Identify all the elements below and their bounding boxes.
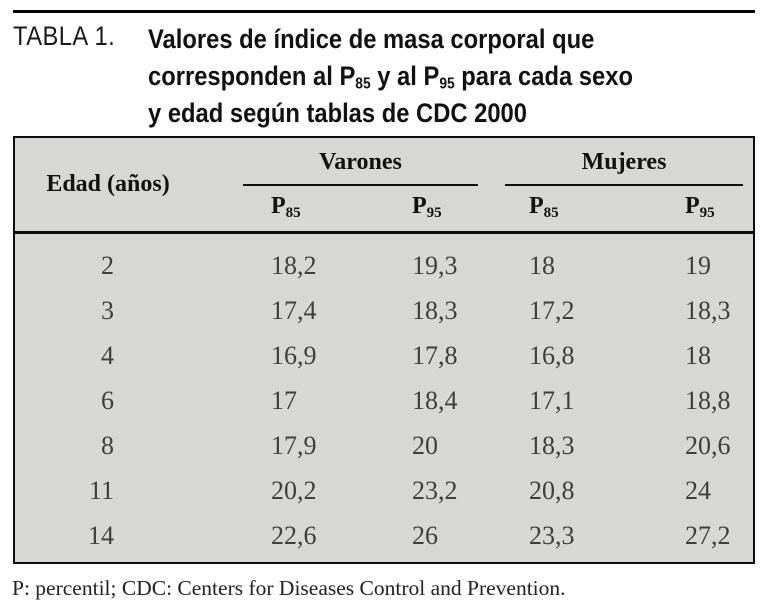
bmi-percentile-table: Edad (años) Varones Mujeres P85 P95 P85 … (13, 136, 755, 564)
cell-m95: 18,8 (685, 385, 731, 415)
cell-v95: 20 (412, 430, 438, 460)
cell-edad: 4 (101, 340, 114, 370)
cell-v85: 17,9 (271, 430, 317, 460)
table-row: 3 17,4 18,3 17,2 18,3 (15, 288, 753, 333)
cell-m85: 17,1 (529, 385, 575, 415)
cell-m95: 27,2 (685, 520, 731, 550)
cell-m85: 20,8 (529, 475, 575, 505)
cell-v85: 17,4 (271, 295, 317, 325)
header-percentile-row: P85 P95 P85 P95 (15, 193, 753, 221)
cell-m85: 17,2 (529, 295, 575, 325)
cell-edad: 11 (88, 475, 114, 505)
header-varones-p95: P95 (412, 193, 442, 221)
cell-v95: 18,4 (412, 385, 458, 415)
header-group-varones: Varones (243, 149, 478, 186)
header-edad: Edad (años) (46, 171, 170, 197)
table-row: 4 16,9 17,8 16,8 18 (15, 333, 753, 378)
header-group-mujeres: Mujeres (505, 149, 743, 186)
header-varones-p85: P85 (271, 193, 301, 221)
cell-edad: 3 (101, 295, 114, 325)
cell-v85: 16,9 (271, 340, 317, 370)
cell-v85: 20,2 (271, 475, 317, 505)
cell-v95: 19,3 (412, 250, 458, 280)
cell-v95: 23,2 (412, 475, 458, 505)
cell-v95: 26 (412, 520, 438, 550)
cell-edad: 8 (101, 430, 114, 460)
cell-m95: 20,6 (685, 430, 731, 460)
table-title: Valores de índice de masa corporal que c… (148, 21, 711, 132)
cell-m95: 18,3 (685, 295, 731, 325)
cell-m85: 18 (529, 250, 555, 280)
cell-edad: 6 (101, 385, 114, 415)
table-footnote: P: percentil; CDC: Centers for Diseases … (12, 576, 566, 600)
cell-v85: 17 (271, 385, 297, 415)
cell-m85: 18,3 (529, 430, 575, 460)
table-row: 14 22,6 26 23,3 27,2 (15, 513, 753, 558)
table-header: Edad (años) Varones Mujeres P85 P95 P85 … (15, 138, 753, 234)
cell-v95: 18,3 (412, 295, 458, 325)
table-row: 11 20,2 23,2 20,8 24 (15, 468, 753, 513)
header-spacer (15, 193, 257, 220)
cell-v85: 22,6 (271, 520, 317, 550)
table-row: 8 17,9 20 18,3 20,6 (15, 423, 753, 468)
cell-m95: 18 (685, 340, 711, 370)
cell-edad: 2 (101, 250, 114, 280)
table-body: 2 18,2 19,3 18 19 3 17,4 18,3 17,2 18,3 4 16,9 17,8 1… (15, 234, 753, 558)
cell-m85: 23,3 (529, 520, 575, 550)
cell-m85: 16,8 (529, 340, 575, 370)
cell-m95: 19 (685, 250, 711, 280)
header-mujeres-p95: P95 (685, 193, 715, 221)
table-row: 6 17 18,4 17,1 18,8 (15, 378, 753, 423)
table-title-line1: Valores de índice de masa corporal que (148, 24, 595, 54)
cell-m95: 24 (685, 475, 711, 505)
table-title-line2: corresponden al P85 y al P95 para cada s… (148, 61, 633, 93)
table-title-line3: y edad según tablas de CDC 2000 (148, 98, 527, 128)
cell-v95: 17,8 (412, 340, 458, 370)
cell-v85: 18,2 (271, 250, 317, 280)
table-number-tag: TABLA 1. (13, 21, 116, 51)
cell-edad: 14 (88, 520, 114, 550)
header-mujeres-p85: P85 (529, 193, 559, 221)
table-row: 2 18,2 19,3 18 19 (15, 243, 753, 288)
title-top-rule (13, 10, 755, 13)
